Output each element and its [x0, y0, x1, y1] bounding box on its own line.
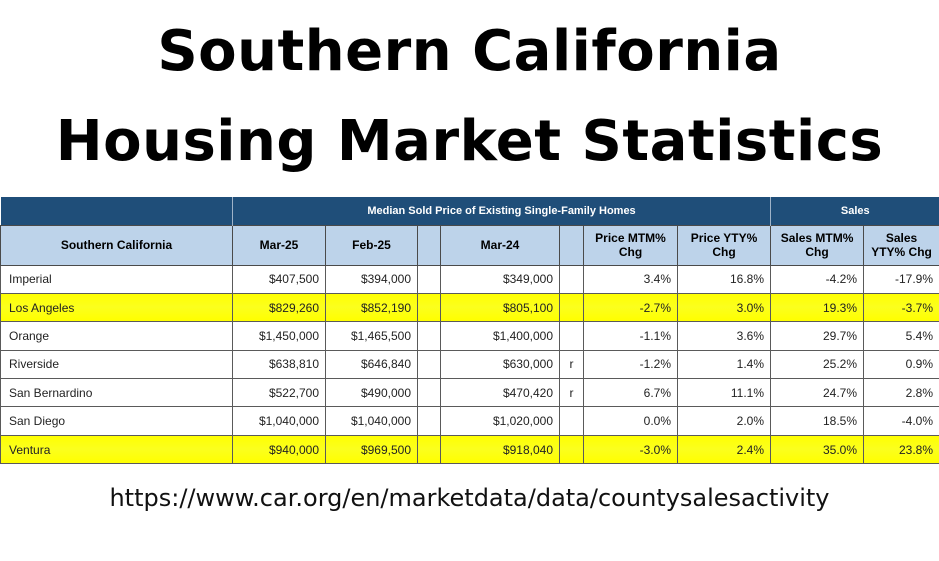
cell-price-yty: 16.8% — [676, 265, 772, 294]
cell-feb25: $1,040,000 — [325, 406, 418, 436]
col-header-spacer-1 — [417, 224, 441, 266]
cell-sales-yty: 2.8% — [863, 378, 939, 408]
cell-sales-mtm: 25.2% — [770, 350, 865, 380]
cell-county: Los Angeles — [0, 293, 233, 323]
cell-price-mtm: -3.0% — [583, 435, 678, 465]
cell-sales-yty: 23.8% — [863, 435, 939, 465]
cell-price-mtm: -1.2% — [583, 350, 678, 380]
col-header-mar24: Mar-24 — [440, 224, 560, 266]
cell-revised-flag — [559, 435, 584, 465]
title-line-2: Housing Market Statistics — [55, 109, 884, 174]
cell-spacer — [417, 350, 441, 380]
cell-revised-flag: r — [559, 350, 584, 380]
cell-mar25: $829,260 — [232, 293, 326, 323]
cell-mar24: $1,020,000 — [440, 406, 560, 436]
cell-price-yty: 1.4% — [676, 350, 772, 380]
cell-spacer — [417, 378, 441, 408]
col-header-region: Southern California — [0, 224, 233, 266]
cell-county: San Bernardino — [0, 378, 233, 408]
cell-price-mtm: 6.7% — [583, 378, 678, 408]
cell-sales-mtm: 18.5% — [770, 406, 865, 436]
cell-price-mtm: -1.1% — [583, 321, 678, 351]
cell-mar25: $1,450,000 — [232, 321, 326, 351]
cell-price-yty: 3.6% — [676, 321, 772, 351]
group-header-sales: Sales — [770, 197, 939, 225]
cell-feb25: $490,000 — [325, 378, 418, 408]
cell-mar24: $805,100 — [440, 293, 560, 323]
cell-feb25: $646,840 — [325, 350, 418, 380]
cell-mar25: $638,810 — [232, 350, 326, 380]
cell-revised-flag — [559, 293, 584, 323]
cell-sales-mtm: 29.7% — [770, 321, 865, 351]
cell-price-yty: 11.1% — [676, 378, 772, 408]
cell-price-mtm: -2.7% — [583, 293, 678, 323]
cell-revised-flag — [559, 321, 584, 351]
county-sales-table: Median Sold Price of Existing Single-Fam… — [0, 197, 939, 469]
cell-sales-mtm: 24.7% — [770, 378, 865, 408]
cell-spacer — [417, 321, 441, 351]
cell-spacer — [417, 435, 441, 465]
cell-mar24: $630,000 — [440, 350, 560, 380]
cell-county: Ventura — [0, 435, 233, 465]
col-header-price-yty: Price YTY% Chg — [676, 224, 772, 266]
cell-revised-flag — [559, 265, 584, 294]
cell-mar25: $1,040,000 — [232, 406, 326, 436]
col-header-sales-mtm: Sales MTM% Chg — [770, 224, 865, 266]
table-row: San Diego $1,040,000 $1,040,000 $1,020,000 0… — [0, 406, 939, 436]
cell-sales-mtm: 35.0% — [770, 435, 865, 465]
cell-price-mtm: 0.0% — [583, 406, 678, 436]
cell-county: Imperial — [0, 265, 233, 294]
cell-feb25: $969,500 — [325, 435, 418, 465]
group-header-price: Median Sold Price of Existing Single-Fam… — [231, 197, 771, 225]
cell-price-yty: 2.4% — [676, 435, 772, 465]
cell-revised-flag — [559, 406, 584, 436]
col-header-price-mtm: Price MTM% Chg — [583, 224, 678, 266]
cell-mar24: $918,040 — [440, 435, 560, 465]
cell-mar24: $470,420 — [440, 378, 560, 408]
cell-mar25: $407,500 — [232, 265, 326, 294]
cell-price-mtm: 3.4% — [583, 265, 678, 294]
table-row: Orange $1,450,000 $1,465,500 $1,400,000 -1.1… — [0, 321, 939, 351]
table-row: Imperial $407,500 $394,000 $349,000 3.4% 16.8… — [0, 265, 939, 294]
col-header-sales-yty: Sales YTY% Chg — [863, 224, 939, 266]
cell-mar24: $349,000 — [440, 265, 560, 294]
cell-price-yty: 3.0% — [676, 293, 772, 323]
table-row: San Bernardino $522,700 $490,000 $470,420 r 6… — [0, 378, 939, 408]
table-row: Riverside $638,810 $646,840 $630,000 r -1.2% 1… — [0, 350, 939, 380]
cell-spacer — [417, 406, 441, 436]
housing-stats-table: Median Sold Price of Existing Single-Fam… — [0, 197, 939, 465]
col-header-spacer-2 — [559, 224, 584, 266]
cell-sales-yty: 5.4% — [863, 321, 939, 351]
cell-revised-flag: r — [559, 378, 584, 408]
cell-spacer — [417, 265, 441, 294]
title-line-1: Southern California — [157, 19, 782, 84]
cell-spacer — [417, 293, 441, 323]
table-row: Los Angeles $829,260 $852,190 $805,100 -2.7%… — [0, 293, 939, 323]
group-header-blank — [0, 197, 233, 225]
cell-sales-yty: -4.0% — [863, 406, 939, 436]
cell-mar25: $940,000 — [232, 435, 326, 465]
cell-county: Orange — [0, 321, 233, 351]
cell-sales-mtm: -4.2% — [770, 265, 865, 294]
cell-mar25: $522,700 — [232, 378, 326, 408]
cell-mar24: $1,400,000 — [440, 321, 560, 351]
cell-feb25: $852,190 — [325, 293, 418, 323]
cell-county: Riverside — [0, 350, 233, 380]
cell-price-yty: 2.0% — [676, 406, 772, 436]
source-url: https://www.car.org/en/marketdata/data/c… — [109, 484, 830, 512]
table-row: Ventura $940,000 $969,500 $918,040 -3.0% 2.4%… — [0, 435, 939, 465]
cell-feb25: $1,465,500 — [325, 321, 418, 351]
cell-sales-yty: -17.9% — [863, 265, 939, 294]
cell-feb25: $394,000 — [325, 265, 418, 294]
cell-sales-yty: -3.7% — [863, 293, 939, 323]
cell-county: San Diego — [0, 406, 233, 436]
cell-sales-yty: 0.9% — [863, 350, 939, 380]
col-header-feb25: Feb-25 — [325, 224, 418, 266]
cell-sales-mtm: 19.3% — [770, 293, 865, 323]
col-header-mar25: Mar-25 — [232, 224, 326, 266]
table-body: Imperial $407,500 $394,000 $349,000 3.4% 16.8… — [0, 265, 939, 465]
